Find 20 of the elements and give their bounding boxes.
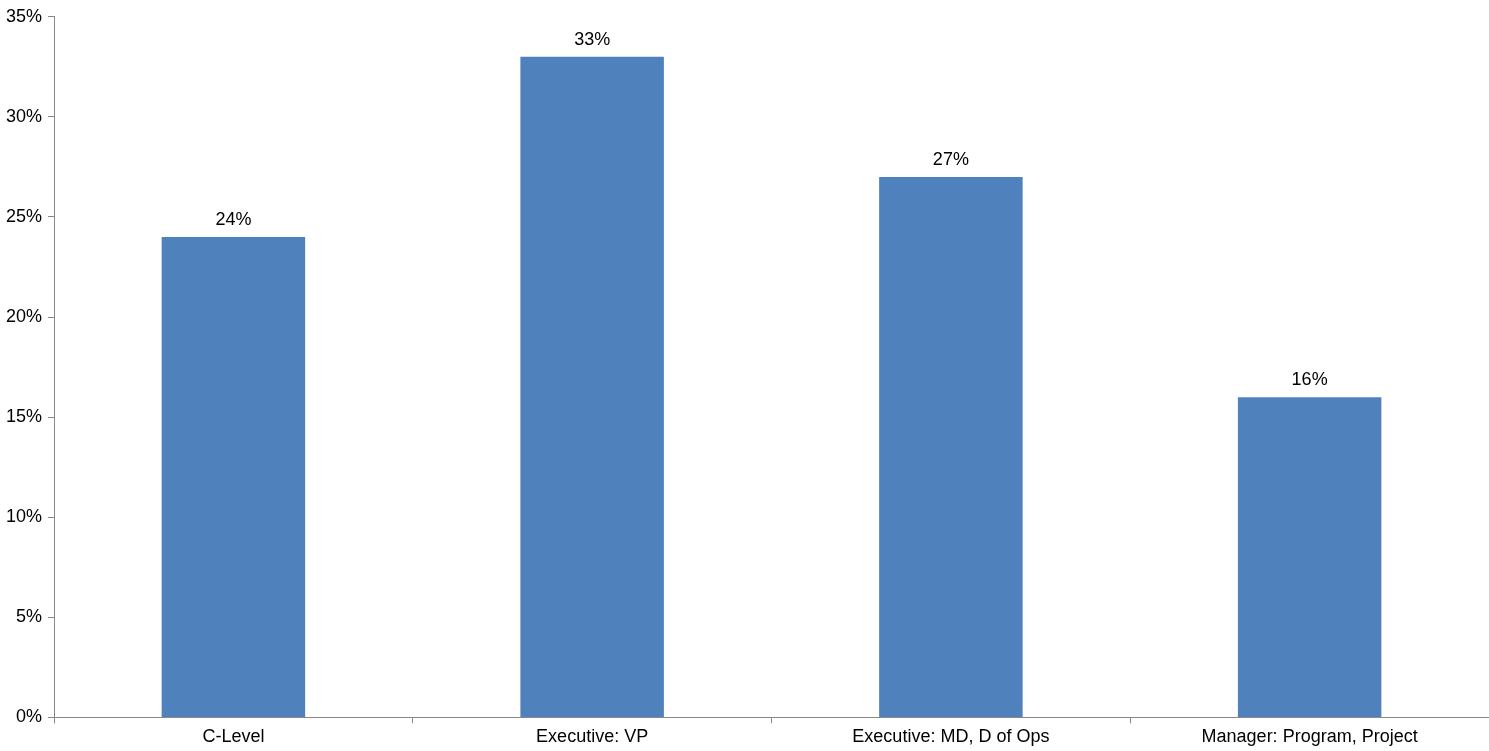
y-tick-label: 5% [16,606,43,627]
bar [161,236,306,717]
bar [1237,397,1382,717]
x-tick-label: Executive: MD, D of Ops [852,726,1050,747]
x-tick-label: C-Level [202,726,265,747]
x-tick-label: Executive: VP [536,726,649,747]
bar [520,56,664,717]
y-tick-label: 20% [6,306,43,327]
bar [879,176,1023,717]
y-tick-label: 30% [6,105,43,126]
data-label: 33% [574,28,611,49]
x-tick-label: Manager: Program, Project [1201,726,1418,747]
data-label: 24% [215,208,252,229]
data-label: 16% [1291,369,1328,390]
y-tick-label: 15% [6,406,43,427]
y-tick-label: 35% [6,5,43,26]
y-tick-label: 0% [16,706,43,727]
y-tick-label: 25% [6,205,43,226]
data-label: 27% [932,148,969,169]
y-tick-label: 10% [6,506,43,527]
